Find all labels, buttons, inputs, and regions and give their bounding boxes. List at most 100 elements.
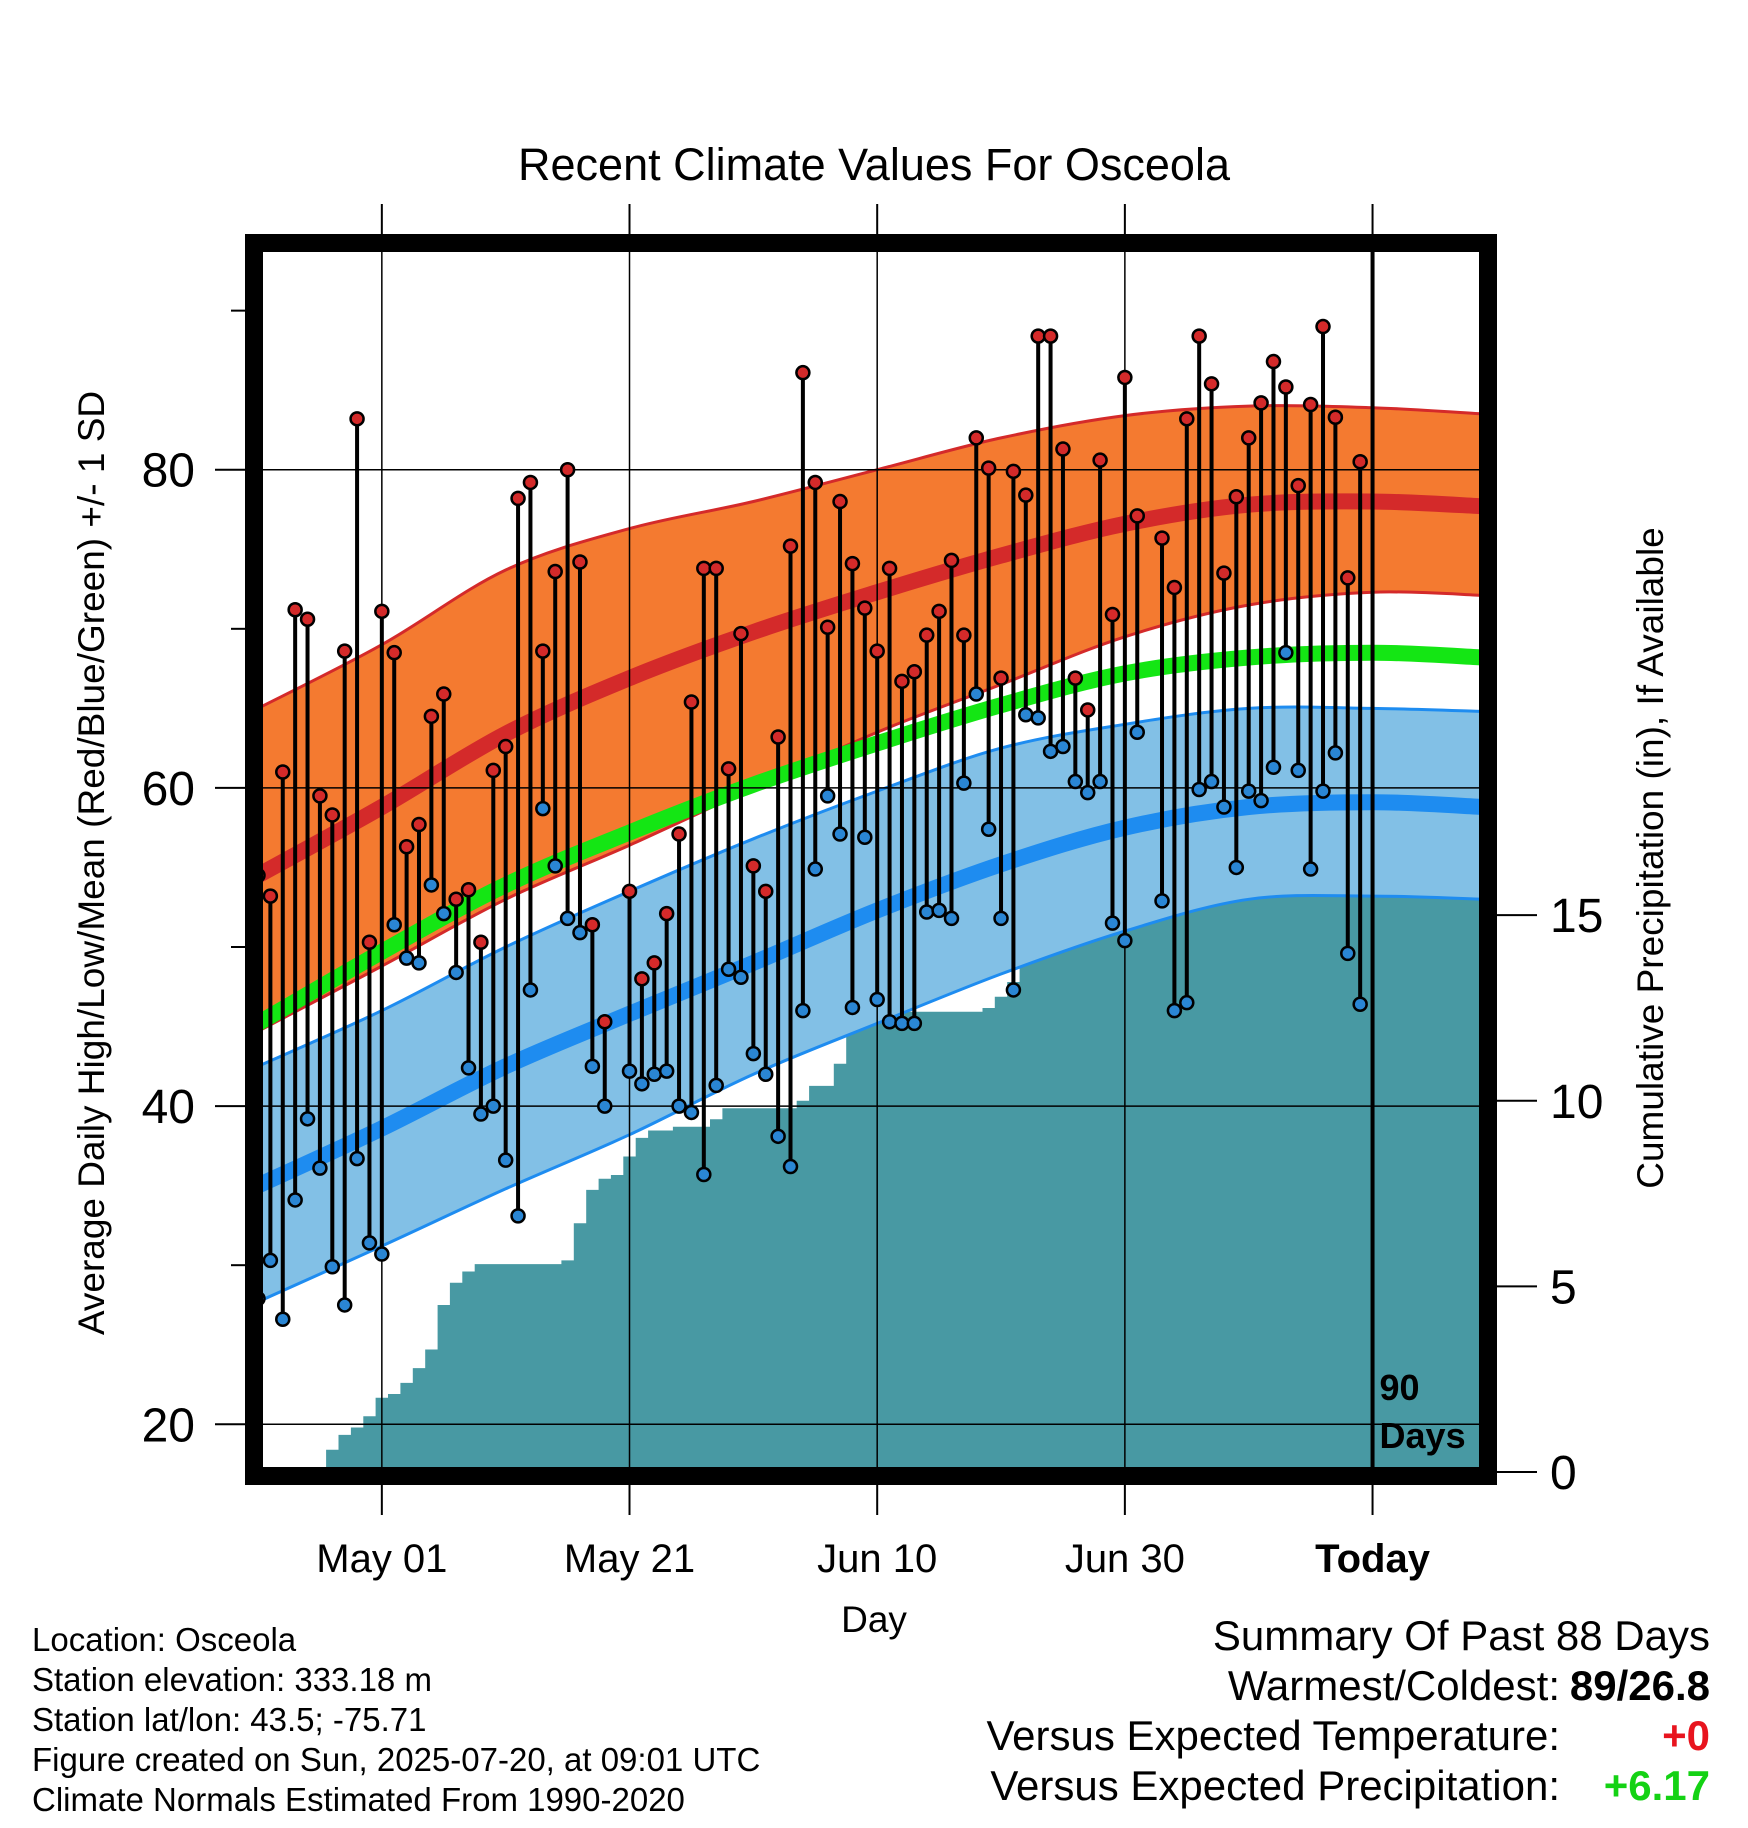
daily-low-point [1327,745,1344,761]
daily-high-point [1154,530,1170,546]
daily-high-point [795,364,811,381]
daily-high-point [906,664,923,680]
daily-high-point [634,971,650,987]
daily-high-point [1302,396,1319,413]
daily-low-point [423,877,440,893]
daily-high-point [1290,477,1306,494]
plot-area: 90 Days 20 40 60 80 0 5 10 15 May 01 May 21 Jun 10 Ju… [142,204,1603,1581]
normal-high-band [258,404,1484,1033]
x-tick-label: May 21 [564,1537,695,1581]
precip-area [258,811,1484,1472]
daily-high-point [1166,579,1183,596]
daily-low-point [1352,996,1368,1013]
daily-low-point [411,955,427,971]
daily-low-point [1092,773,1108,790]
daily-high-point [1315,318,1331,335]
summary-temp-row: Versus Expected Temperature: +0 [810,1712,1710,1762]
daily-high-point [1203,376,1220,392]
plot-inner: 90 Days [258,247,1484,1472]
daily-high-point [1352,454,1368,470]
summary-heading: Summary Of Past 88 Days [1212,1612,1710,1659]
daily-high-point [757,883,774,900]
normals-text: Climate Normals Estimated From 1990-2020 [32,1781,685,1818]
daily-low-point [658,1063,675,1079]
daily-low-point [1228,859,1245,876]
daily-high-point [1067,670,1084,686]
daily-low-point [1216,799,1232,815]
daily-low-point [1290,762,1306,779]
temp-anomaly-value: +0 [1662,1712,1710,1759]
y2-tick-label: 0 [1550,1447,1577,1500]
precip-anomaly-value: +6.17 [1603,1762,1710,1809]
y-tick-label: 40 [142,1081,195,1134]
daily-high-point [1179,411,1195,427]
daily-low-point [844,999,861,1016]
daily-low-point [374,1246,390,1262]
summary-precip-row: Versus Expected Precipitation: +6.17 [810,1762,1710,1812]
x-tick-label: May 01 [316,1537,447,1581]
daily-high-point [832,493,848,510]
daily-low-point [696,1166,712,1183]
daily-low-point [1191,781,1207,798]
daily-high-point [374,603,390,620]
daily-high-point [1265,353,1282,370]
created-text: Figure created on Sun, 2025-07-20, at 09… [32,1741,761,1778]
daily-high-point [683,694,700,710]
daily-low-point [1129,724,1146,740]
daily-low-point [312,1160,328,1176]
daily-high-point [1042,328,1059,344]
y2-tick-label: 5 [1550,1261,1577,1314]
daily-high-point [411,816,427,833]
daily-high-point [857,600,873,616]
daily-high-point [671,826,687,842]
daily-low-point [361,1235,378,1251]
summary-warmest-row: Warmest/Coldest: 89/26.8 [810,1662,1710,1712]
elevation-text: Station elevation: 333.18 m [32,1661,432,1698]
daily-high-point [807,474,824,491]
normal-low-band [258,705,1484,1304]
daily-low-point [1340,945,1356,962]
daily-low-point [671,1098,687,1114]
daily-low-point [918,904,935,920]
daily-high-point [361,934,378,950]
daily-high-point [1216,565,1232,581]
daily-high-point [844,555,861,572]
daily-low-point [1179,994,1195,1011]
daily-high-point [943,552,960,569]
daily-high-point [1191,328,1207,344]
daily-low-point [795,1002,811,1019]
daily-low-point [299,1111,316,1127]
daily-high-point [572,554,588,570]
daily-low-point [881,1014,898,1030]
daily-high-point [956,627,972,643]
daily-high-point [448,891,464,908]
x-tick-label: Jun 10 [817,1537,937,1581]
plot-frame [245,234,1497,1485]
daily-low-point [782,1158,799,1175]
daily-low-point [819,788,836,804]
daily-low-point [745,1045,762,1062]
y-tick-label: 80 [142,445,195,498]
daily-high-point [299,611,316,628]
daily-low-point [349,1150,365,1167]
daily-high-point [1340,570,1356,586]
today-days-label: Days [1380,1415,1466,1456]
station-info: Location: Osceola Station elevation: 333… [32,1620,760,1820]
daily-high-point [918,627,935,643]
y2-axis-label: Cumulative Precipitation (in), If Availa… [1630,527,1671,1189]
daily-high-point [1253,395,1269,411]
daily-low-point [993,910,1009,927]
daily-low-point [1042,743,1059,760]
daily-low-point [869,991,885,1008]
daily-low-point [485,1098,502,1114]
daily-high-point [584,916,601,933]
daily-high-point [1005,463,1022,480]
daily-high-point [559,461,576,478]
daily-high-point [1030,328,1046,344]
daily-high-point [547,563,563,580]
daily-low-point [522,982,539,998]
daily-high-point [696,560,712,577]
daily-low-point [1079,784,1096,801]
daily-high-point [1327,409,1344,425]
